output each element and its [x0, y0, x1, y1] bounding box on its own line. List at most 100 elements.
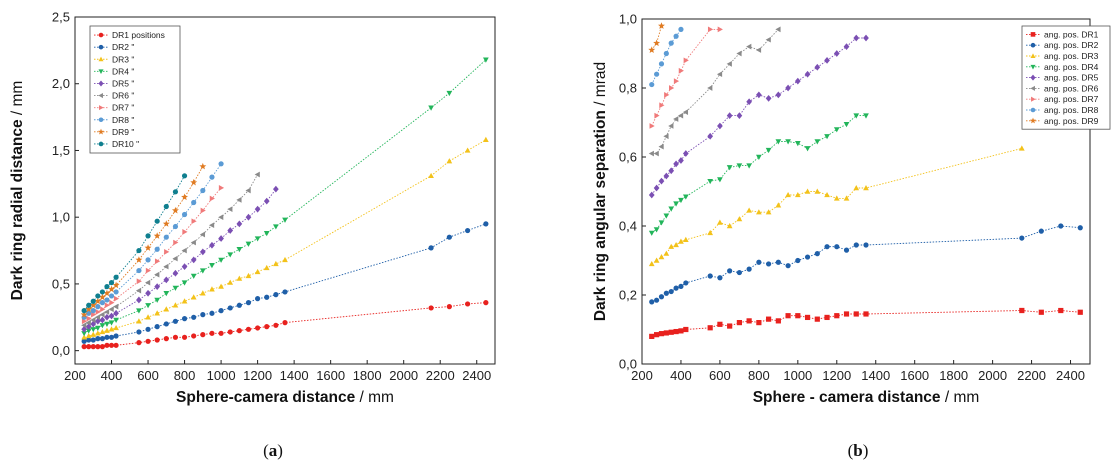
data-point [663, 330, 669, 336]
data-point [668, 167, 675, 175]
data-point [682, 236, 689, 243]
data-point [108, 320, 115, 326]
data-point [255, 325, 261, 331]
data-point [785, 84, 791, 92]
data-point [853, 242, 859, 248]
x-axis-label: Sphere-camera distance / mm [176, 389, 394, 406]
legend-entry: ang. pos. DR3 [1026, 51, 1099, 61]
data-point [746, 207, 752, 213]
data-point [144, 244, 152, 251]
data-point [804, 314, 811, 321]
data-point [863, 311, 869, 317]
data-point [658, 22, 665, 29]
data-point [154, 271, 160, 278]
legend: DR1 positions DR2 " DR3 " DR4 " DR5 " DR6 " DR… [89, 25, 181, 154]
data-point [756, 154, 762, 160]
data-point [109, 299, 115, 306]
data-point [113, 333, 119, 339]
x-tick-label: 400 [670, 368, 692, 383]
data-point [81, 334, 87, 340]
series-6 [648, 26, 781, 157]
data-point [794, 191, 801, 198]
data-point [162, 220, 170, 227]
data-point [648, 46, 656, 53]
data-point [804, 254, 811, 260]
data-point [181, 263, 188, 270]
data-point [726, 223, 733, 229]
data-point [190, 294, 197, 300]
series-1 [81, 300, 489, 350]
legend-entry: DR6 " [94, 91, 134, 101]
data-point [85, 305, 93, 313]
data-point [218, 184, 225, 191]
data-point [736, 320, 742, 326]
y-tick-label: 0,0 [619, 357, 637, 372]
data-point [163, 306, 170, 312]
data-point [153, 232, 161, 239]
x-tick-label: 1800 [939, 368, 968, 383]
data-point [669, 85, 675, 91]
data-point [90, 331, 97, 337]
legend-marker [98, 32, 104, 38]
data-point [664, 92, 670, 98]
data-point [833, 50, 840, 57]
series-1 [649, 307, 1083, 339]
data-point [154, 218, 160, 224]
data-point [775, 91, 782, 99]
legend-marker [1030, 85, 1035, 91]
data-point [99, 311, 105, 318]
data-point [108, 334, 115, 340]
data-point [200, 187, 206, 194]
legend-entry: ang. pos. DR7 [1026, 94, 1099, 104]
data-point [236, 247, 243, 253]
legend-marker [1031, 96, 1036, 102]
legend-entry: DR7 " [94, 103, 134, 113]
data-point [154, 324, 160, 330]
data-point [843, 311, 850, 317]
data-point [1038, 228, 1044, 234]
data-point [113, 309, 119, 317]
data-point [227, 279, 234, 285]
data-point [95, 293, 101, 299]
data-point [135, 256, 143, 263]
data-point [86, 344, 92, 350]
y-tick-label: 0,4 [619, 219, 637, 234]
data-point [465, 227, 471, 234]
data-point [86, 337, 92, 343]
data-point [1058, 223, 1064, 229]
data-point [834, 313, 840, 319]
data-point [191, 333, 197, 339]
data-point [736, 216, 743, 222]
data-point [145, 233, 151, 239]
data-point [181, 280, 188, 286]
data-point [113, 303, 119, 310]
data-point [717, 26, 723, 33]
data-point [136, 278, 142, 285]
data-point [98, 293, 106, 301]
legend-entry: DR4 " [94, 66, 134, 76]
data-point [446, 90, 453, 97]
data-point [99, 316, 106, 324]
data-point [145, 314, 151, 320]
series-5 [81, 185, 279, 333]
legend-label: ang. pos. DR5 [1044, 73, 1099, 83]
data-point [658, 294, 665, 300]
data-point [683, 57, 689, 64]
data-point [707, 325, 713, 331]
data-point [104, 334, 110, 340]
x-tick-label: 1000 [207, 368, 236, 383]
data-point [104, 313, 110, 321]
data-point [273, 292, 279, 298]
data-point [833, 195, 840, 201]
data-point [90, 298, 96, 304]
series-line [651, 225, 1081, 303]
data-point [678, 328, 684, 334]
data-point [209, 310, 215, 316]
data-point [446, 158, 453, 164]
legend-marker [1030, 53, 1036, 58]
data-point [90, 308, 96, 314]
series-2 [81, 221, 489, 344]
data-point [208, 222, 215, 229]
data-point [99, 328, 106, 335]
x-tick-label: 800 [174, 368, 196, 383]
